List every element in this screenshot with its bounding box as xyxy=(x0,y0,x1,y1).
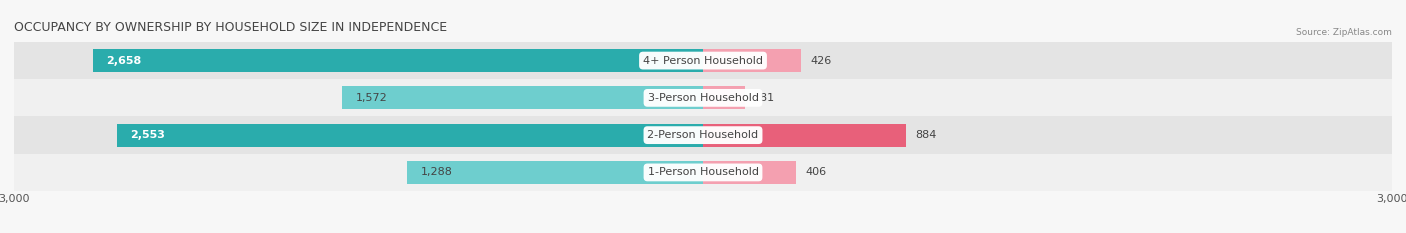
Text: 406: 406 xyxy=(806,168,827,177)
Text: 426: 426 xyxy=(810,56,831,65)
Bar xyxy=(117,123,703,147)
Bar xyxy=(93,49,703,72)
Bar xyxy=(408,161,703,184)
Text: 2-Person Household: 2-Person Household xyxy=(647,130,759,140)
Text: 884: 884 xyxy=(915,130,936,140)
Bar xyxy=(342,86,703,110)
Text: 2,658: 2,658 xyxy=(107,56,142,65)
Text: 1,288: 1,288 xyxy=(420,168,453,177)
Text: 2,553: 2,553 xyxy=(131,130,166,140)
Bar xyxy=(703,161,796,184)
Bar xyxy=(14,154,1392,191)
Text: 1,572: 1,572 xyxy=(356,93,388,103)
Text: 3-Person Household: 3-Person Household xyxy=(648,93,758,103)
Text: Source: ZipAtlas.com: Source: ZipAtlas.com xyxy=(1296,28,1392,37)
Text: OCCUPANCY BY OWNERSHIP BY HOUSEHOLD SIZE IN INDEPENDENCE: OCCUPANCY BY OWNERSHIP BY HOUSEHOLD SIZE… xyxy=(14,21,447,34)
Bar xyxy=(14,79,1392,116)
Bar xyxy=(14,42,1392,79)
Bar xyxy=(14,116,1392,154)
Text: 4+ Person Household: 4+ Person Household xyxy=(643,56,763,65)
Text: 1-Person Household: 1-Person Household xyxy=(648,168,758,177)
Bar xyxy=(703,123,905,147)
Bar xyxy=(703,49,801,72)
Text: 181: 181 xyxy=(754,93,775,103)
Bar xyxy=(703,86,745,110)
